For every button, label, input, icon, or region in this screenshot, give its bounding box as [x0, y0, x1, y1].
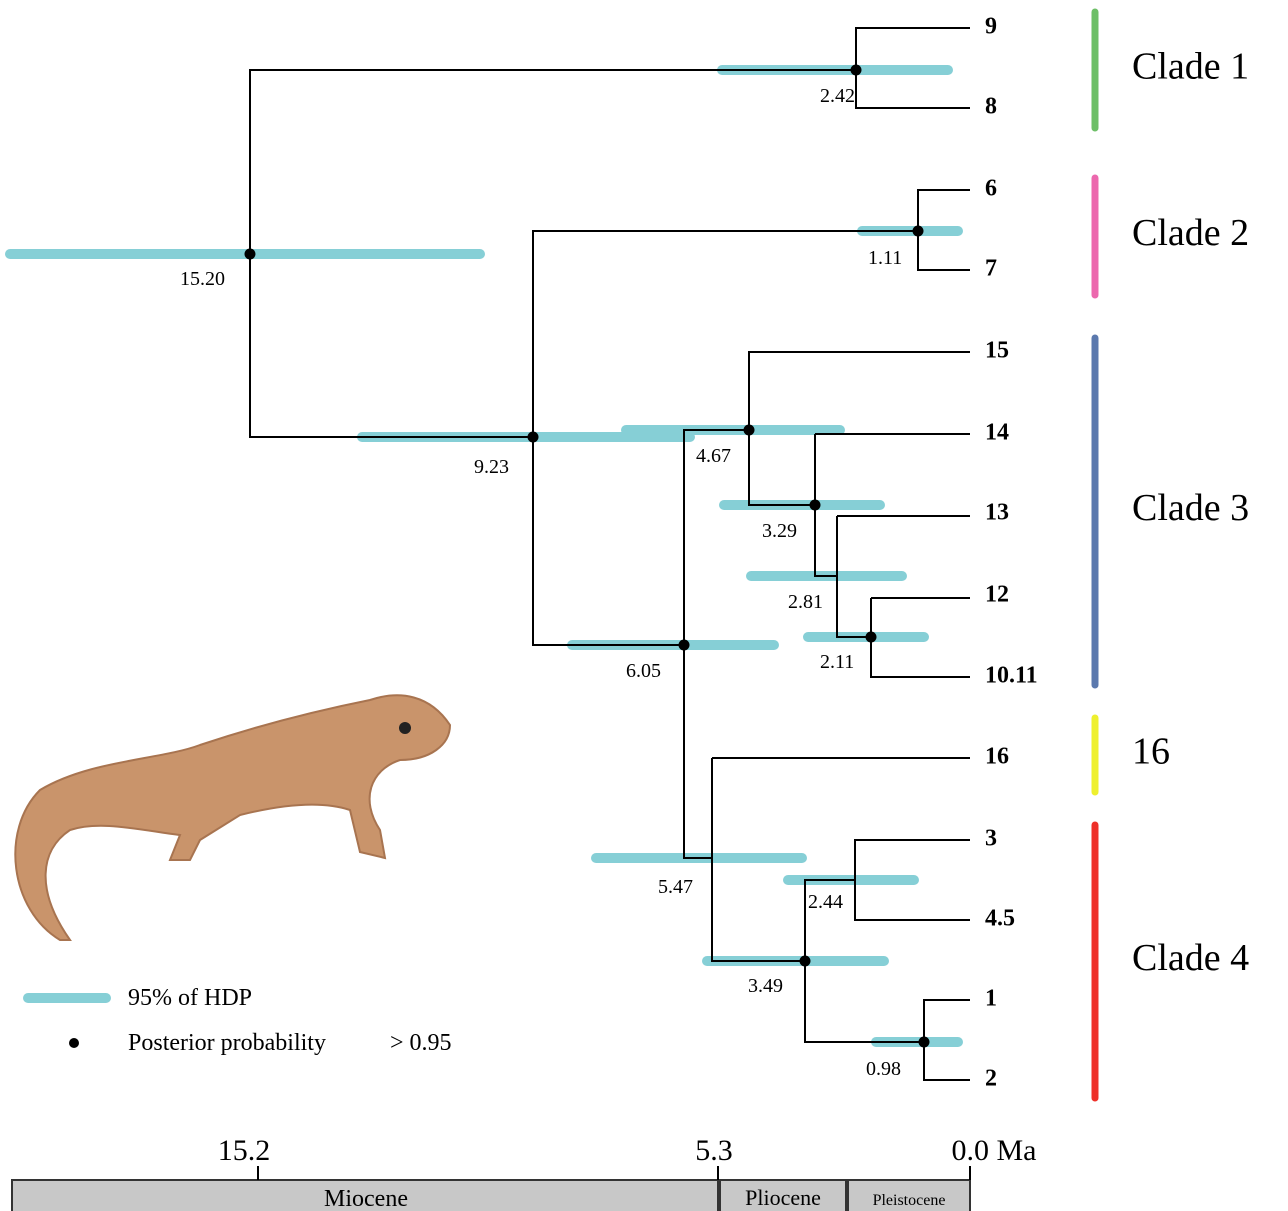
legend-posterior: Posterior probability: [128, 1030, 326, 1056]
support-dot: [245, 249, 256, 260]
time-label: 5.3: [695, 1134, 733, 1167]
tip-label: 4.5: [985, 906, 1015, 932]
time-label: 0.0 Ma: [952, 1134, 1037, 1167]
clade-label: Clade 4: [1132, 937, 1249, 979]
clade-label: Clade 1: [1132, 46, 1249, 88]
epoch-label: Miocene: [324, 1186, 408, 1211]
legend-dot: [69, 1038, 79, 1048]
legend-hpd: 95% of HDP: [128, 985, 252, 1011]
tip-label: 12: [985, 582, 1009, 608]
tip-label: 8: [985, 94, 997, 120]
node-age: 9.23: [474, 456, 509, 478]
node-age: 4.67: [696, 445, 731, 467]
support-dot: [800, 956, 811, 967]
tip-label: 14: [985, 420, 1009, 446]
tip-label: 10.11: [985, 663, 1038, 689]
phylogeny-figure: 98671514131210.111634.5122.421.1115.209.…: [0, 0, 1288, 1211]
node-age: 3.49: [748, 975, 783, 997]
tip-label: 1: [985, 986, 997, 1012]
clade-label: Clade 3: [1132, 487, 1249, 529]
node-age: 0.98: [866, 1058, 901, 1080]
support-dot: [744, 425, 755, 436]
tip-label: 6: [985, 176, 997, 202]
node-age: 2.81: [788, 591, 823, 613]
node-age: 5.47: [658, 876, 693, 898]
tip-label: 7: [985, 256, 997, 282]
node-age: 3.29: [762, 520, 797, 542]
support-dot: [851, 65, 862, 76]
support-dot: [810, 500, 821, 511]
support-dot: [679, 640, 690, 651]
tip-label: 9: [985, 14, 997, 40]
timescale: 15.2 5.3 0.0 Ma Miocene Pliocene Pleisto…: [12, 1134, 1037, 1211]
tip-label: 16: [985, 744, 1009, 770]
epoch-label: Pleistocene: [873, 1192, 946, 1209]
tip-label: 2: [985, 1066, 997, 1092]
support-dot: [528, 432, 539, 443]
tip-label: 15: [985, 338, 1009, 364]
node-age: 15.20: [180, 268, 225, 290]
tip-label: 13: [985, 500, 1009, 526]
lizard-photo: [15, 695, 450, 940]
tree: 98671514131210.111634.5122.421.1115.209.…: [10, 12, 1249, 1098]
tip-label: 3: [985, 826, 997, 852]
node-age: 2.44: [808, 891, 843, 913]
support-dot: [919, 1037, 930, 1048]
support-dot: [913, 226, 924, 237]
time-label: 15.2: [218, 1134, 271, 1167]
node-age: 1.11: [868, 247, 902, 269]
epoch-label: Pliocene: [745, 1185, 821, 1210]
clade-label: 16: [1132, 731, 1170, 773]
legend-threshold: > 0.95: [390, 1030, 452, 1056]
node-age: 6.05: [626, 660, 661, 682]
clade-label: Clade 2: [1132, 212, 1249, 254]
lizard-eye: [399, 722, 411, 734]
node-age: 2.11: [820, 651, 854, 673]
lizard-body: [15, 695, 450, 940]
node-age: 2.42: [820, 85, 855, 107]
support-dot: [866, 632, 877, 643]
